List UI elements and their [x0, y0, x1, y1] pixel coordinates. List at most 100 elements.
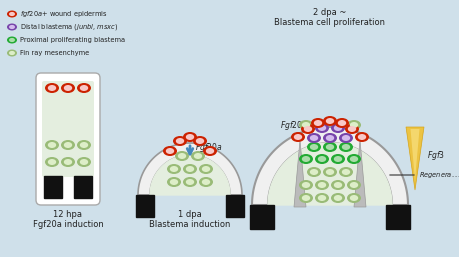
Ellipse shape — [183, 164, 196, 174]
Ellipse shape — [349, 156, 358, 162]
Ellipse shape — [301, 156, 309, 162]
Text: 2 dpa ~: 2 dpa ~ — [313, 8, 346, 17]
Ellipse shape — [325, 169, 334, 175]
Ellipse shape — [48, 85, 56, 91]
Ellipse shape — [45, 83, 59, 93]
Ellipse shape — [309, 135, 318, 141]
Ellipse shape — [303, 126, 312, 132]
Ellipse shape — [291, 132, 304, 142]
Ellipse shape — [7, 23, 17, 31]
Text: $\it{Fgf20a}$: $\it{Fgf20a}$ — [280, 118, 307, 132]
Bar — [225, 195, 243, 217]
Ellipse shape — [325, 135, 334, 141]
Text: Fin ray mesenchyme: Fin ray mesenchyme — [20, 50, 89, 56]
Text: 1 dpa: 1 dpa — [178, 210, 202, 219]
Ellipse shape — [185, 179, 194, 185]
Ellipse shape — [298, 120, 312, 130]
Ellipse shape — [300, 124, 314, 134]
Ellipse shape — [313, 120, 321, 126]
Ellipse shape — [77, 157, 91, 167]
Ellipse shape — [346, 180, 360, 190]
Ellipse shape — [173, 136, 187, 146]
FancyBboxPatch shape — [42, 81, 94, 177]
Polygon shape — [268, 143, 391, 205]
Ellipse shape — [183, 132, 196, 142]
Ellipse shape — [309, 169, 318, 175]
Ellipse shape — [178, 153, 186, 159]
Ellipse shape — [48, 159, 56, 165]
Bar — [249, 205, 274, 229]
Polygon shape — [150, 155, 230, 195]
Ellipse shape — [338, 142, 352, 152]
Ellipse shape — [301, 122, 309, 128]
Ellipse shape — [167, 177, 180, 187]
Ellipse shape — [310, 118, 325, 128]
Ellipse shape — [167, 164, 180, 174]
Ellipse shape — [341, 144, 349, 150]
Ellipse shape — [165, 148, 174, 154]
Ellipse shape — [333, 195, 341, 201]
Ellipse shape — [317, 125, 325, 131]
Ellipse shape — [325, 144, 334, 150]
Bar — [136, 195, 154, 217]
Ellipse shape — [196, 138, 204, 144]
Ellipse shape — [77, 83, 91, 93]
Text: Proximal proliferating blastema: Proximal proliferating blastema — [20, 37, 125, 43]
Ellipse shape — [202, 146, 217, 156]
Ellipse shape — [298, 193, 312, 203]
Ellipse shape — [298, 180, 312, 190]
Ellipse shape — [9, 38, 15, 42]
Text: Blastema cell proliferation: Blastema cell proliferation — [274, 18, 385, 27]
Text: Distal blastema ($\it{junbl}$, $\it{msxc}$): Distal blastema ($\it{junbl}$, $\it{msxc… — [20, 22, 118, 32]
Ellipse shape — [306, 167, 320, 177]
Text: $\it{Regenera...}$: $\it{Regenera...}$ — [418, 170, 459, 180]
Ellipse shape — [306, 142, 320, 152]
Ellipse shape — [346, 154, 360, 164]
Ellipse shape — [349, 195, 358, 201]
Ellipse shape — [183, 177, 196, 187]
Ellipse shape — [45, 157, 59, 167]
Text: Blastema induction: Blastema induction — [149, 220, 230, 229]
Ellipse shape — [314, 193, 328, 203]
Ellipse shape — [175, 138, 184, 144]
Ellipse shape — [64, 85, 72, 91]
Ellipse shape — [322, 167, 336, 177]
Ellipse shape — [61, 83, 75, 93]
Ellipse shape — [202, 179, 210, 185]
Ellipse shape — [185, 134, 194, 140]
Bar — [44, 176, 62, 198]
Ellipse shape — [347, 126, 355, 132]
Ellipse shape — [174, 151, 189, 161]
Ellipse shape — [306, 133, 320, 143]
Ellipse shape — [322, 142, 336, 152]
Ellipse shape — [330, 123, 344, 133]
Ellipse shape — [330, 193, 344, 203]
Polygon shape — [138, 143, 241, 195]
Ellipse shape — [317, 195, 325, 201]
Text: Fgf20a induction: Fgf20a induction — [33, 220, 103, 229]
Ellipse shape — [338, 167, 352, 177]
Ellipse shape — [349, 182, 358, 188]
Ellipse shape — [330, 154, 344, 164]
Ellipse shape — [185, 166, 194, 172]
Polygon shape — [353, 140, 365, 207]
Ellipse shape — [169, 166, 178, 172]
Text: $\it{fgf20a}$+ wound epidermis: $\it{fgf20a}$+ wound epidermis — [20, 9, 107, 19]
Ellipse shape — [337, 120, 346, 126]
Ellipse shape — [7, 36, 17, 43]
Ellipse shape — [333, 156, 341, 162]
Ellipse shape — [333, 182, 341, 188]
Polygon shape — [405, 127, 423, 190]
Ellipse shape — [293, 134, 302, 140]
Ellipse shape — [357, 134, 365, 140]
Ellipse shape — [344, 124, 358, 134]
Ellipse shape — [205, 148, 214, 154]
Ellipse shape — [354, 132, 368, 142]
Ellipse shape — [169, 179, 178, 185]
Ellipse shape — [346, 120, 360, 130]
Text: $\it{Fgf20a}$: $\it{Fgf20a}$ — [195, 141, 222, 153]
Ellipse shape — [338, 133, 352, 143]
Ellipse shape — [199, 164, 213, 174]
Ellipse shape — [193, 153, 202, 159]
Ellipse shape — [346, 193, 360, 203]
